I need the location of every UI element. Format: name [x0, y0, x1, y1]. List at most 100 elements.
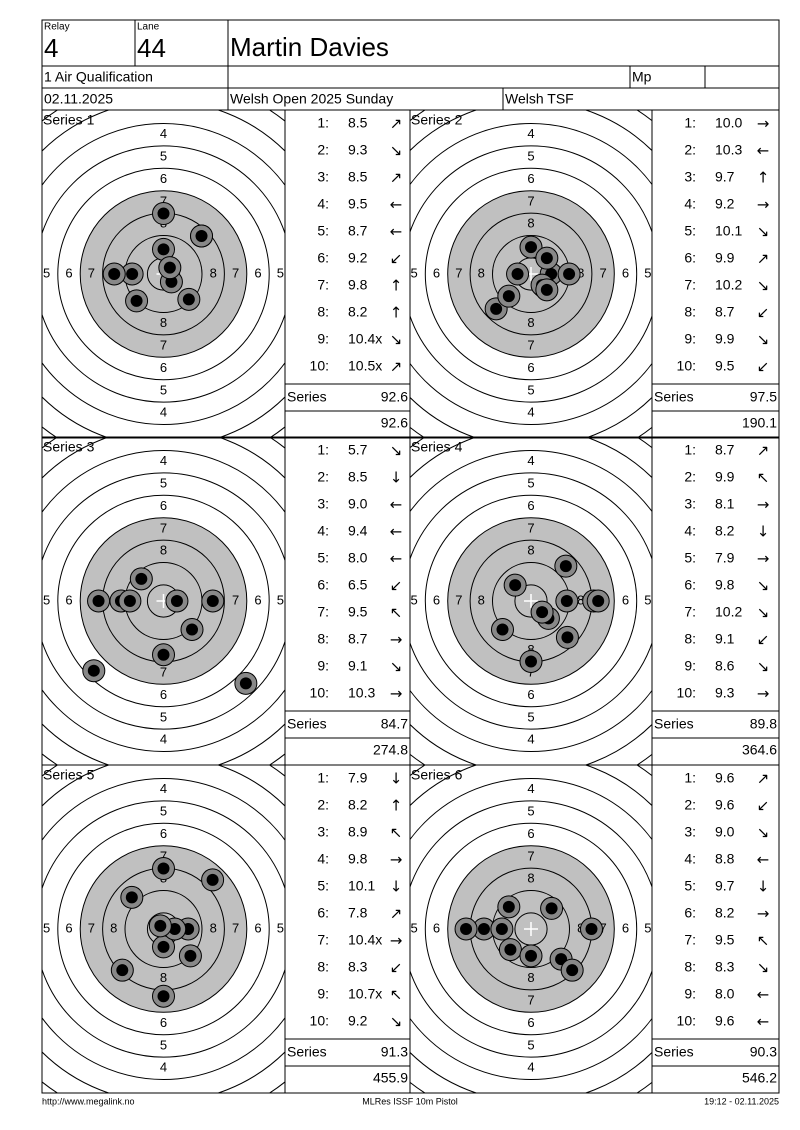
shot-number: 5: [684, 550, 696, 566]
organizer: Welsh TSF [505, 91, 574, 107]
ring-label: 5 [527, 476, 534, 491]
ring-label: 4 [160, 405, 167, 420]
ring [447, 845, 615, 1013]
shot-score: 8.5 [348, 115, 368, 131]
shot-hole [201, 589, 225, 613]
ring-label: 8 [577, 265, 584, 280]
shot-hole [506, 262, 530, 286]
shot-number: 6: [684, 905, 696, 921]
ring-label: 5 [527, 709, 534, 724]
ring-label: 4 [21, 920, 28, 935]
shot-direction: ↙ [757, 304, 770, 322]
shot-score: 9.0 [348, 496, 368, 512]
ring-label: 7 [455, 265, 462, 280]
shot-number: 3: [317, 824, 329, 840]
shot-score: 9.5 [715, 932, 735, 948]
hole-core [206, 873, 219, 886]
shot-score: 8.0 [348, 550, 368, 566]
shot-direction: ↘ [757, 223, 770, 241]
ring-label: 5 [160, 149, 167, 164]
ring-label: 8 [577, 592, 584, 607]
shot-number: 2: [317, 469, 329, 485]
ring [42, 778, 285, 1080]
ring-label: 4 [160, 1060, 167, 1075]
ring-label: 5 [410, 920, 417, 935]
shot-number: 4: [317, 851, 329, 867]
shot-direction: → [757, 115, 770, 133]
shot-score: 10.4x [348, 331, 382, 347]
shot-direction: ← [757, 851, 770, 869]
shot-hole [560, 958, 584, 982]
shot-hole [201, 868, 225, 892]
ring-label: 5 [277, 265, 284, 280]
shot-direction: ↖ [757, 932, 770, 950]
shot-score: 10.0 [715, 115, 742, 131]
series-label: Series 2 [411, 112, 463, 128]
shot-score: 9.5 [348, 604, 368, 620]
shot-hole [110, 958, 134, 982]
shot-number: 9: [684, 658, 696, 674]
ring-label: 5 [527, 149, 534, 164]
series-total-label: Series [654, 1044, 694, 1060]
ring-label: 8 [210, 265, 217, 280]
footer-url: http://www.megalink.no [42, 1096, 135, 1106]
shot-direction: ↙ [390, 959, 403, 977]
ring-label: 7 [527, 993, 534, 1008]
hole-core [182, 293, 195, 306]
shot-direction: → [757, 905, 770, 923]
hole-core [157, 207, 170, 220]
ring [424, 822, 638, 1036]
ring-label: 7 [455, 592, 462, 607]
ring-label: 5 [160, 382, 167, 397]
shot-number: 2: [684, 142, 696, 158]
shot-direction: ↘ [757, 658, 770, 676]
relay-label: Relay [44, 22, 70, 33]
ring [410, 450, 652, 752]
ring-label: 6 [622, 265, 629, 280]
shot-score: 8.0 [715, 986, 735, 1002]
ring-label: 4 [160, 126, 167, 141]
ring-label: 6 [160, 826, 167, 841]
shot-number: 4: [317, 523, 329, 539]
ring-label: 4 [667, 920, 674, 935]
hole-core [92, 595, 105, 607]
shot-direction: ↙ [757, 358, 770, 376]
shot-hole [530, 600, 554, 624]
ring-label: 5 [527, 1037, 534, 1052]
hole-core [563, 268, 576, 280]
shot-hole [177, 287, 201, 311]
ring [42, 472, 285, 730]
shot-score: 10.2 [715, 277, 742, 293]
shot-score: 10.1 [715, 223, 742, 239]
shot-score: 9.1 [715, 631, 735, 647]
shot-number: 9: [317, 986, 329, 1002]
shot-hole [498, 938, 522, 962]
shot-number: 7: [317, 604, 329, 620]
ring-label: 8 [527, 216, 534, 231]
ring-label: 7 [88, 920, 95, 935]
shot-number: 2: [317, 797, 329, 813]
ring-label: 6 [622, 592, 629, 607]
series-label: Series 3 [43, 439, 95, 455]
shot-score: 8.9 [348, 824, 368, 840]
cumulative-total: 274.8 [373, 742, 408, 758]
shot-direction: ↑ [390, 797, 403, 815]
shot-direction: ↓ [757, 523, 770, 541]
shot-score: 9.5 [715, 358, 735, 374]
ring [447, 190, 615, 358]
ring-label: 6 [433, 265, 440, 280]
ring-label: 7 [527, 193, 534, 208]
ring [410, 778, 652, 1080]
ring-label: 5 [644, 592, 651, 607]
shot-hole [557, 262, 581, 286]
hole-core [536, 606, 549, 619]
ring [424, 167, 638, 381]
ring-label: 6 [160, 498, 167, 513]
shot-direction: ↓ [390, 469, 403, 487]
ring-label: 7 [527, 520, 534, 535]
shot-score: 8.2 [348, 304, 368, 320]
shot-direction: ← [390, 223, 403, 241]
shot-hole [129, 567, 153, 591]
shot-direction: ↑ [390, 277, 403, 295]
